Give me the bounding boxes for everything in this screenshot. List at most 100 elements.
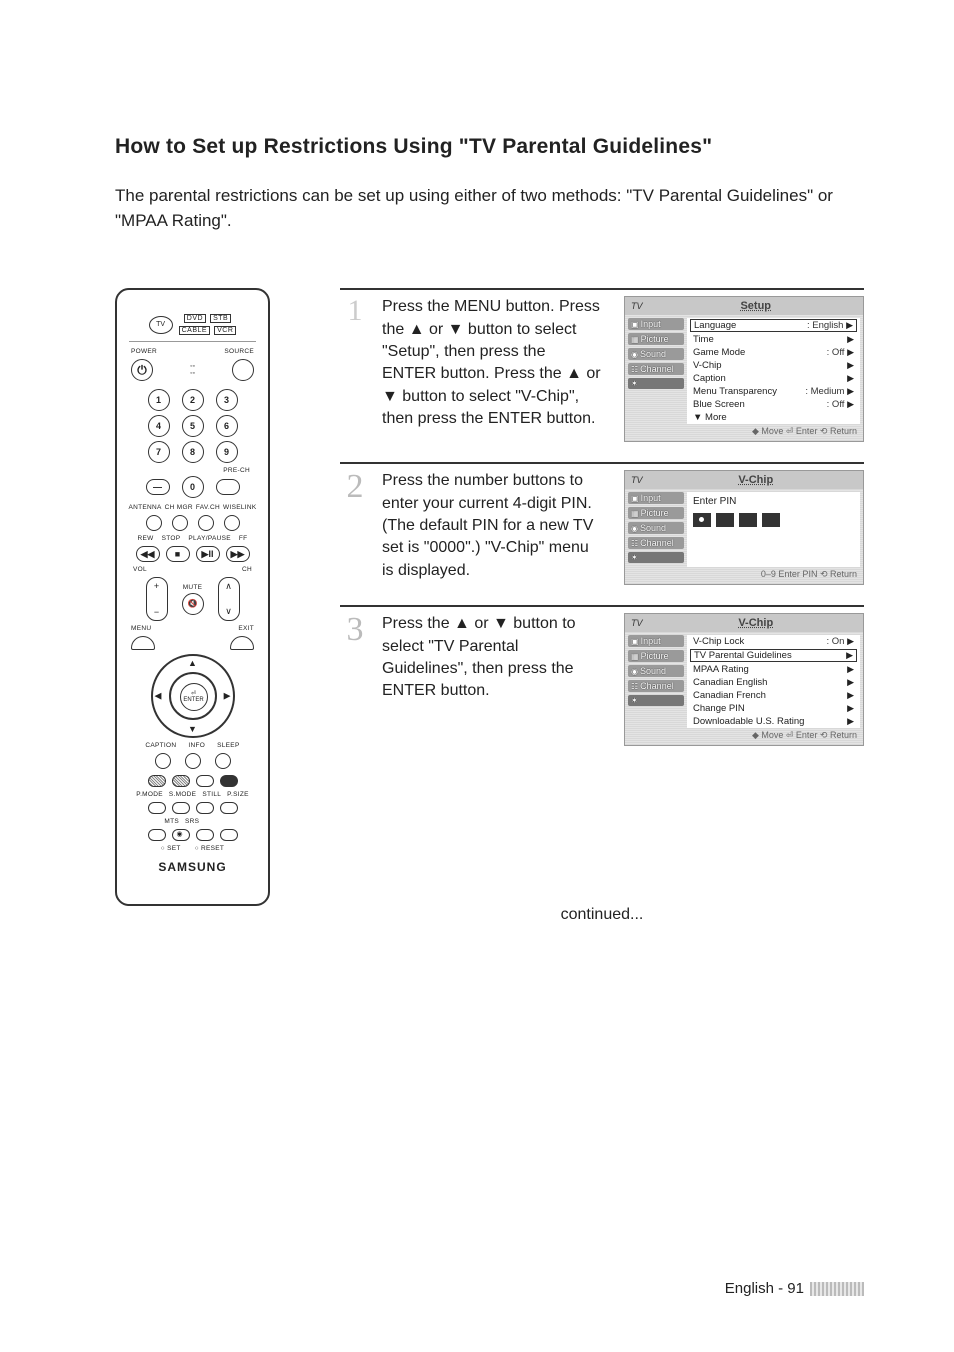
remote-ch-rocker: ∧∨	[218, 577, 240, 621]
osd-item: Canadian English ▶	[687, 676, 860, 689]
remote-rew-btn: ◀◀	[136, 546, 160, 562]
step-3: 3 Press the ▲ or ▼ button to select "TV …	[340, 605, 864, 746]
osd-item: Time ▶	[687, 333, 860, 346]
osd2-tab-sound: ◉Sound	[628, 522, 684, 534]
remote-num-0: 0	[182, 476, 204, 498]
remote-prech-label: PRE-CH	[223, 467, 250, 474]
osd-item: Change PIN ▶	[687, 702, 860, 715]
osd-tab-picture: ▦Picture	[628, 333, 684, 345]
remote-sleep-btn	[215, 753, 231, 769]
remote-play-btn: ▶II	[196, 546, 220, 562]
osd3-tab-picture: ▦Picture	[628, 650, 684, 662]
remote-info-btn	[185, 753, 201, 769]
remote-exit-btn	[230, 636, 254, 650]
remote-num-8: 8	[182, 441, 204, 463]
osd-tv-tag-2: TV	[625, 475, 649, 485]
osd-vchip-menu: TV V-Chip ▣Input ▦Picture ◉Sound ☷Channe…	[624, 613, 864, 746]
remote-exit-label: EXIT	[238, 625, 254, 632]
remote-prech-btn	[216, 479, 240, 495]
remote-smode-label: S.MODE	[169, 791, 196, 798]
osd-enterpin-label: Enter PIN	[687, 492, 860, 507]
osd-setup: TV Setup ▣Input ▦Picture ◉Sound ☷Channel…	[624, 296, 864, 442]
osd-item: Caption ▶	[687, 372, 860, 385]
remote-ch-label: CH	[242, 566, 252, 573]
remote-pmode-label: P.MODE	[136, 791, 163, 798]
steps-column: 1 Press the MENU button. Press the ▲ or …	[340, 288, 864, 924]
remote-psize-btn	[220, 802, 238, 814]
page-title: How to Set up Restrictions Using "TV Par…	[115, 135, 864, 159]
osd-item: Language: English ▶	[690, 319, 857, 332]
remote-ff-btn: ▶▶	[226, 546, 250, 562]
remote-num-2: 2	[182, 389, 204, 411]
pin-box-3	[739, 513, 757, 527]
remote-caption-label: CAPTION	[145, 742, 176, 749]
remote-navpad: ▲ ▼ ◀ ▶ ⏎ ENTER	[151, 654, 235, 738]
osd-item: TV Parental Guidelines ▶	[690, 649, 857, 662]
remote-brand: SAMSUNG	[125, 860, 260, 874]
remote-sleep-label: SLEEP	[217, 742, 239, 749]
osd-item: MPAA Rating ▶	[687, 663, 860, 676]
remote-extra2-btn	[220, 829, 238, 841]
remote-color-a	[148, 775, 166, 787]
step-1-text: Press the MENU button. Press the ▲ or ▼ …	[382, 296, 612, 430]
remote-mode-dvd: DVD	[184, 314, 206, 323]
remote-dash-btn: —	[146, 479, 170, 495]
remote-lbl-favch: FAV.CH	[196, 504, 220, 511]
nav-right-icon: ▶	[224, 691, 231, 702]
remote-lbl-stop: STOP	[162, 535, 181, 542]
remote-source-btn	[232, 359, 254, 381]
remote-psize-label: P.SIZE	[227, 791, 249, 798]
remote-set-label: ○ SET	[161, 845, 181, 852]
remote-extra1-btn	[196, 829, 214, 841]
osd3-tab-channel: ☷Channel	[628, 680, 684, 692]
remote-num-5: 5	[182, 415, 204, 437]
remote-color-b	[172, 775, 190, 787]
remote-lbl-antenna: ANTENNA	[128, 504, 161, 511]
osd-enterpin-footer: 0–9 Enter PIN ⟲ Return	[625, 567, 863, 580]
remote-menu-btn	[131, 636, 155, 650]
osd-vchip-title-3: V-Chip	[649, 617, 863, 629]
remote-stop-btn: ■	[166, 546, 190, 562]
osd-vchip-footer: ◆ Move ⏎ Enter ⟲ Return	[625, 728, 863, 741]
remote-caption-btn	[155, 753, 171, 769]
remote-favch-btn	[198, 515, 214, 531]
remote-vol-label: VOL	[133, 566, 147, 573]
remote-tv-btn: TV	[149, 316, 173, 334]
step-2-number: 2	[340, 470, 370, 504]
remote-lbl-wiselink: WISELINK	[223, 504, 256, 511]
osd-item: Menu Transparency: Medium ▶	[687, 385, 860, 398]
remote-lbl-play: PLAY/PAUSE	[188, 535, 231, 542]
osd2-tab-setup: ✶	[628, 552, 684, 563]
remote-wiselink-btn	[224, 515, 240, 531]
remote-num-9: 9	[216, 441, 238, 463]
nav-left-icon: ◀	[155, 691, 162, 702]
osd-tab-input: ▣Input	[628, 318, 684, 330]
osd3-tab-setup: ✶	[628, 695, 684, 706]
remote-srs-label: SRS	[185, 818, 199, 825]
continued-label: continued...	[340, 906, 864, 924]
remote-mode-stb: STB	[210, 314, 231, 323]
page-number-deco	[810, 1282, 864, 1296]
osd-item: V-Chip Lock: On ▶	[687, 635, 860, 648]
remote-still-btn	[196, 802, 214, 814]
osd-item: Game Mode: Off ▶	[687, 346, 860, 359]
remote-lbl-chmgr: CH MGR	[165, 504, 193, 511]
remote-mode-cable: CABLE	[179, 326, 210, 335]
step-1: 1 Press the MENU button. Press the ▲ or …	[340, 288, 864, 442]
osd-item: Blue Screen: Off ▶	[687, 398, 860, 411]
remote-power-label: POWER	[131, 348, 157, 355]
step-2-text: Press the number buttons to enter your c…	[382, 470, 612, 582]
nav-down-icon: ▼	[188, 724, 197, 734]
osd-item: Downloadable U.S. Rating ▶	[687, 715, 860, 728]
remote-mts-btn	[148, 829, 166, 841]
remote-pmode-btn	[148, 802, 166, 814]
remote-antenna-btn	[146, 515, 162, 531]
step-2: 2 Press the number buttons to enter your…	[340, 462, 864, 585]
page-footer: English - 91	[725, 1280, 864, 1297]
remote-reset-label: ○ RESET	[195, 845, 225, 852]
osd-item: V-Chip ▶	[687, 359, 860, 372]
remote-mute-btn: 🔇	[182, 593, 204, 615]
remote-still-label: STILL	[202, 791, 221, 798]
osd-tv-tag: TV	[625, 301, 649, 311]
pin-box-4	[762, 513, 780, 527]
